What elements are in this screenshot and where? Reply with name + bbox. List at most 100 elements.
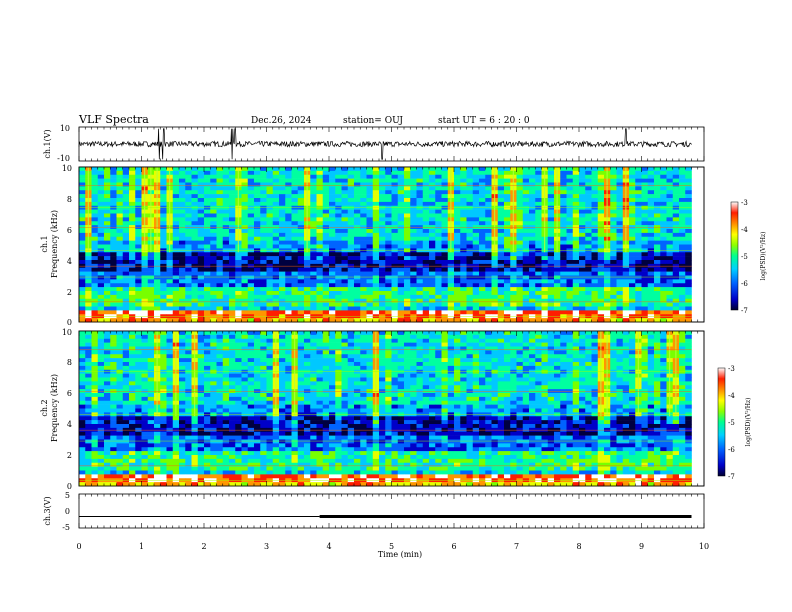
spec1-cell <box>672 318 680 323</box>
spec1-cell <box>185 236 192 241</box>
spec2-cell <box>385 346 392 351</box>
spec1-cell <box>666 267 674 272</box>
spec1-cell <box>172 209 180 214</box>
spec1-cell <box>641 213 649 218</box>
spec1-cell <box>341 217 349 222</box>
spec1-cell <box>679 182 686 187</box>
spec1-cell <box>410 201 417 207</box>
spec1-cell <box>79 306 86 311</box>
spec1-cell <box>341 221 349 226</box>
spec1-cell <box>285 240 292 245</box>
spec1-cell <box>366 287 374 292</box>
spec1-cell <box>454 283 461 288</box>
spec1-cell <box>472 221 480 226</box>
spec1-cell <box>204 310 211 315</box>
spec1-cell <box>666 174 674 179</box>
spec1-cell <box>422 229 430 234</box>
spec1-cell <box>597 209 605 214</box>
spec1-cell <box>260 167 267 172</box>
spec2-cell <box>529 346 536 351</box>
spec1-cell <box>404 310 411 315</box>
spec1-cell <box>522 186 530 191</box>
spec1-cell <box>679 167 686 172</box>
spec2-cell <box>354 350 361 355</box>
spec1-cell <box>341 298 349 303</box>
spec2-cell <box>491 346 499 351</box>
spec1-cell <box>616 294 624 300</box>
spec1-cell <box>441 318 449 323</box>
spec1-cell <box>466 229 474 234</box>
spec1-cell <box>622 302 630 307</box>
spec1-cell <box>85 302 92 307</box>
spec1-cell <box>91 267 99 272</box>
spec1-cell <box>360 267 367 272</box>
spec1-cell <box>91 194 99 199</box>
spec1-cell <box>291 229 299 234</box>
spec1-cell <box>541 271 549 276</box>
spec1-cell <box>204 182 211 187</box>
spec1-cell <box>372 294 380 300</box>
spec1-cell <box>254 310 261 315</box>
spec1-cell <box>597 229 605 234</box>
spec1-cell <box>104 236 111 241</box>
spec1-cell <box>241 310 249 315</box>
spec1-cell <box>472 194 480 199</box>
spec1-cell <box>310 283 317 288</box>
spec2-cell <box>516 334 524 340</box>
spec1-cell <box>285 229 292 234</box>
spec1-cell <box>572 271 580 276</box>
spec1-cell <box>366 256 374 261</box>
spec1-cell <box>535 182 542 187</box>
spec1-cell <box>216 302 224 307</box>
spec1-cell <box>154 302 161 307</box>
spec2-cell <box>197 350 205 355</box>
spec1-cell <box>97 213 105 218</box>
spec1-cell <box>110 198 117 203</box>
spec1-cell <box>116 198 124 203</box>
spec1-cell <box>604 252 611 257</box>
spec1-cell <box>416 232 424 238</box>
spec1-cell <box>579 178 586 183</box>
spec1-cell <box>135 306 142 311</box>
spec1-cell <box>429 167 436 172</box>
spec1-cell <box>241 279 249 284</box>
spec1-cell <box>422 236 430 241</box>
spec1-cell <box>547 252 555 257</box>
spec2-cell <box>504 334 511 340</box>
spec1-cell <box>560 190 567 195</box>
spec1-cell <box>229 306 236 311</box>
spec2-cell <box>397 342 405 347</box>
spec1-cell <box>135 244 142 249</box>
spec1-cell <box>404 294 411 300</box>
spec1-cell <box>241 182 249 187</box>
spec1-cell <box>485 201 492 207</box>
spec1-cell <box>379 318 386 323</box>
spec1-cell <box>460 275 467 280</box>
spec1-cell <box>341 174 349 179</box>
spec2-cell <box>435 334 442 340</box>
spec1-cell <box>616 229 624 234</box>
spec1-cell <box>566 209 574 214</box>
spec1-cell <box>641 298 649 303</box>
spec1-cell <box>172 294 180 300</box>
spec2-cell <box>235 350 242 355</box>
spec1-cell <box>197 279 205 284</box>
spec1-cell <box>679 306 686 311</box>
spec1-cell <box>485 240 492 245</box>
spec1-cell <box>191 252 199 257</box>
spec1-cell <box>279 190 286 195</box>
spec1-cell <box>635 205 642 210</box>
spec1-cell <box>316 275 324 280</box>
spec1-cell <box>460 244 467 249</box>
spec1-cell <box>360 182 367 187</box>
spec2-cell <box>354 342 361 347</box>
spec1-cell <box>516 213 524 218</box>
spec1-cell <box>341 310 349 315</box>
spec1-cell <box>472 229 480 234</box>
spec1-cell <box>129 205 136 210</box>
spec1-cell <box>629 252 636 257</box>
spec1-cell <box>416 267 424 272</box>
spec1-cell <box>504 271 511 276</box>
spec1-cell <box>116 221 124 226</box>
spec1-cell <box>185 271 192 276</box>
